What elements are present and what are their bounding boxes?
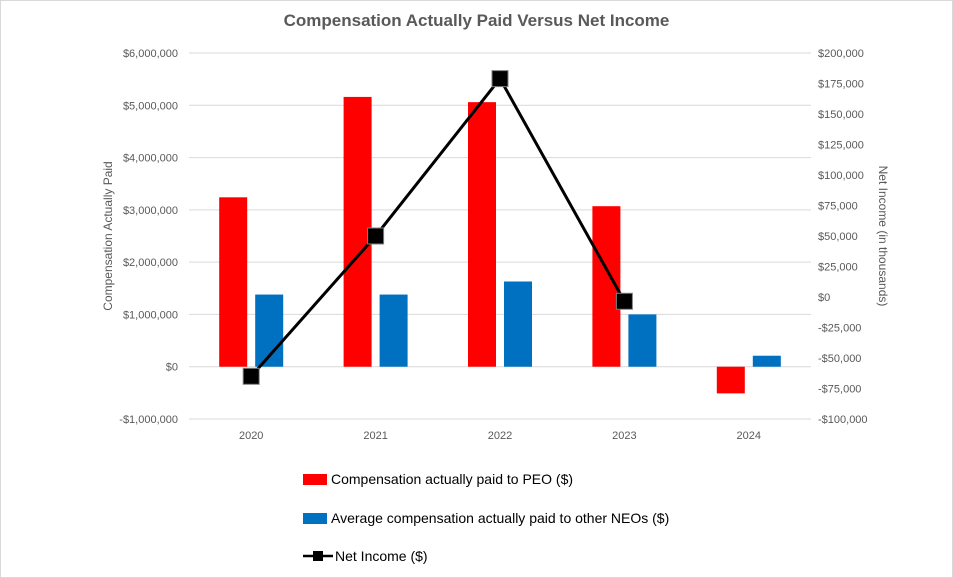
net-income-line: [250, 75, 626, 378]
net-income-marker: [367, 227, 385, 245]
legend-label: Net Income ($): [335, 548, 428, 564]
legend-item-peo: Compensation actually paid to PEO ($): [303, 471, 573, 487]
bar-peo: [343, 96, 372, 367]
right-tick-label: -$75,000: [818, 384, 861, 396]
right-tick-label: $0: [818, 292, 830, 304]
x-tick-label: 2023: [612, 430, 636, 442]
right-tick-label: $125,000: [818, 140, 864, 152]
legend-line-marker-icon: [303, 551, 333, 561]
right-tick-label: -$50,000: [818, 353, 861, 365]
legend-swatch-blue: [303, 512, 327, 524]
left-tick-label: $0: [166, 362, 178, 374]
right-tick-label: $200,000: [818, 48, 864, 60]
left-tick-label: $1,000,000: [123, 309, 178, 321]
bar-peo: [468, 102, 496, 367]
right-tick-label: -$25,000: [818, 323, 861, 335]
legend-label: Average compensation actually paid to ot…: [331, 510, 670, 526]
bar-neo: [504, 281, 532, 367]
right-tick-label: -$100,000: [818, 414, 868, 426]
left-tick-label: -$1,000,000: [119, 414, 178, 426]
net-income-marker: [491, 70, 509, 88]
left-tick-label: $3,000,000: [123, 205, 178, 217]
right-tick-label: $25,000: [818, 262, 858, 274]
x-tick-label: 2021: [363, 430, 387, 442]
right-tick-label: $150,000: [818, 109, 864, 121]
right-tick-label: $100,000: [818, 170, 864, 182]
right-axis-title: Net Income (in thousands): [876, 166, 890, 307]
x-tick-label: 2024: [737, 430, 761, 442]
left-tick-label: $4,000,000: [123, 153, 178, 165]
x-tick-label: 2020: [239, 430, 263, 442]
right-tick-label: $50,000: [818, 231, 858, 243]
left-tick-label: $2,000,000: [123, 257, 178, 269]
legend-label: Compensation actually paid to PEO ($): [331, 471, 574, 487]
x-tick-label: 2022: [488, 430, 512, 442]
right-tick-label: $175,000: [818, 79, 864, 91]
legend-item-net-income: Net Income ($): [303, 548, 428, 564]
right-tick-label: $75,000: [818, 201, 858, 213]
left-axis-title: Compensation Actually Paid: [101, 161, 115, 310]
net-income-marker: [242, 367, 260, 385]
bar-neo: [752, 355, 781, 367]
chart-title: Compensation Actually Paid Versus Net In…: [283, 11, 670, 30]
legend-item-neo: Average compensation actually paid to ot…: [303, 510, 669, 526]
left-tick-label: $6,000,000: [123, 48, 178, 60]
left-tick-label: $5,000,000: [123, 100, 178, 112]
bar-peo: [219, 197, 248, 367]
bar-neo: [379, 294, 408, 367]
net-income-marker: [615, 292, 633, 310]
bar-peo: [716, 366, 745, 394]
bar-neo: [628, 314, 657, 367]
legend-swatch-red: [303, 473, 327, 485]
